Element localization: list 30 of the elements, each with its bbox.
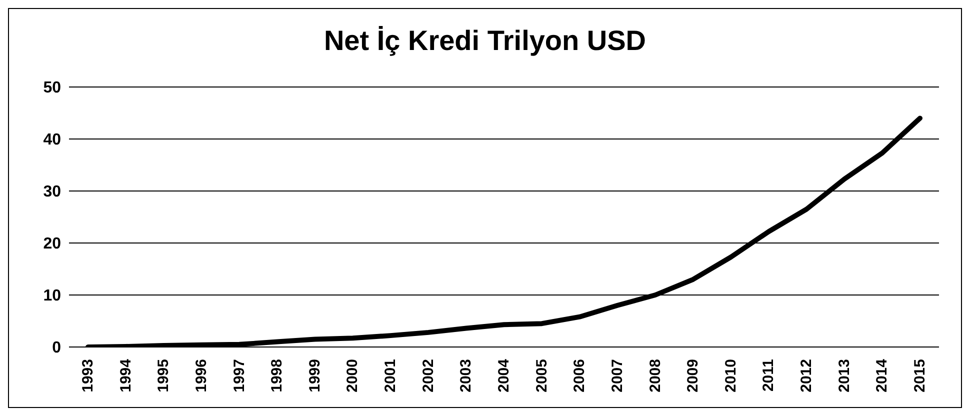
y-tick-label: 30 — [43, 184, 62, 201]
y-tick-label: 40 — [43, 132, 62, 149]
x-tick-label: 2007 — [608, 359, 626, 392]
x-tick-label: 2008 — [646, 359, 664, 392]
x-tick-label: 1996 — [192, 359, 210, 392]
y-tick-label: 50 — [43, 80, 62, 97]
x-tick-label: 1999 — [306, 359, 324, 392]
x-tick-label: 2013 — [836, 359, 853, 392]
x-tick-label: 2014 — [874, 358, 891, 392]
x-tick-label: 2009 — [684, 359, 702, 392]
x-tick-label: 2012 — [798, 359, 816, 392]
x-tick-label: 1997 — [230, 359, 248, 392]
x-tick-label: 1995 — [155, 359, 172, 392]
x-tick-label: 2003 — [458, 359, 475, 392]
x-tick-label: 2005 — [533, 359, 550, 392]
y-tick-label: 0 — [52, 340, 62, 357]
y-tick-label: 20 — [43, 236, 62, 253]
y-tick-label: 10 — [43, 288, 62, 305]
x-tick-label: 2011 — [760, 359, 778, 392]
x-tick-label: 1994 — [117, 358, 134, 392]
x-tick-label: 2000 — [344, 359, 362, 392]
x-tick-label: 2001 — [382, 359, 400, 392]
x-tick-label: 2006 — [571, 359, 588, 392]
x-tick-label: 2002 — [420, 359, 437, 392]
chart-title: Net İç Kredi Trilyon USD — [322, 25, 648, 58]
x-tick-label: 1998 — [268, 359, 286, 392]
x-tick-label: 2010 — [722, 359, 740, 392]
x-tick-label: 1993 — [80, 359, 96, 392]
x-tick-label: 2015 — [912, 359, 928, 392]
x-tick-label: 2004 — [496, 358, 512, 392]
